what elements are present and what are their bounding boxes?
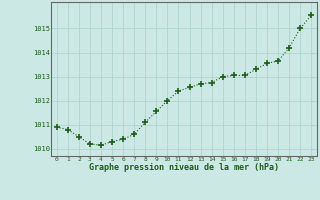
X-axis label: Graphe pression niveau de la mer (hPa): Graphe pression niveau de la mer (hPa) (89, 163, 279, 172)
